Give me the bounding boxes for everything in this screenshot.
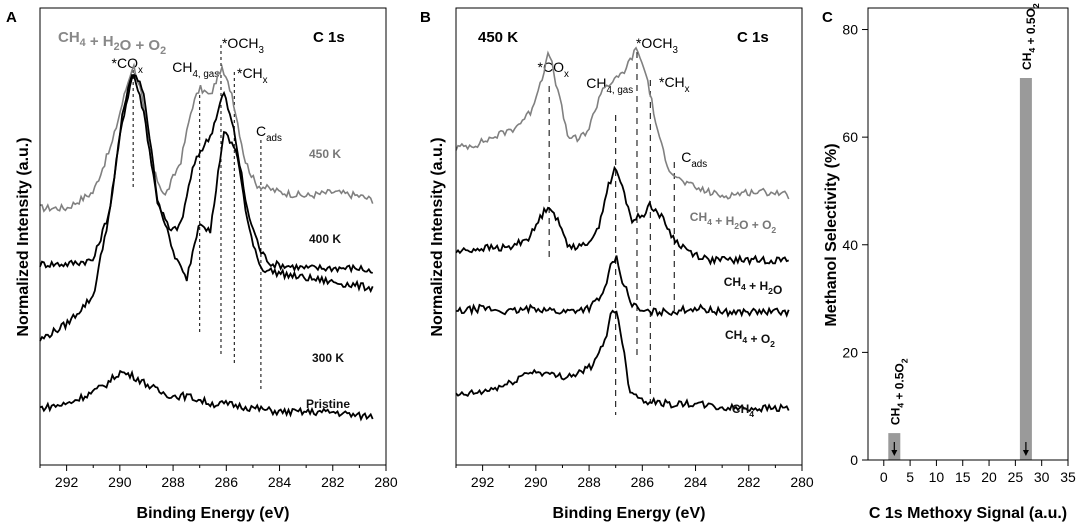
panel-b-title: C 1s (737, 29, 769, 46)
trace-2 (39, 72, 373, 274)
panel-a: A C 1s CH4 + H2O + O2 *COx CH4, gas*OCH3*… (6, 7, 398, 522)
panel-c-ticks: 0 5 10 15 20 25 30 35 0 20 40 60 80 (842, 22, 1076, 485)
trace-4 (39, 369, 374, 422)
x-tick-label: 292 (55, 474, 79, 490)
x-tick-label: 5 (906, 469, 914, 485)
bar-arrow-head (1022, 450, 1029, 456)
panel-b-xlabel: Binding Energy (eV) (553, 505, 706, 522)
x-tick-label: 284 (684, 474, 708, 490)
x-tick-label: 288 (577, 474, 601, 490)
x-tick-label: 282 (737, 474, 761, 490)
panel-c-ylabel: Methanol Selectivity (%) (823, 143, 840, 326)
panel-a-ylabel: Normalized Intensity (a.u.) (15, 137, 32, 336)
bar-label: CH4 + 0.5O2 (888, 358, 909, 425)
trace-label: Pristine (306, 397, 350, 411)
panel-b-ylabel: Normalized Intensity (a.u.) (429, 137, 446, 336)
y-tick-label: 20 (842, 344, 858, 360)
annotation-label: *OCH3 (636, 35, 679, 56)
panel-b-frame (455, 7, 803, 466)
panel-b-traces: CH4 + H2O + O2 CH4 + H2O CH4 + O2 CH4 (455, 46, 790, 419)
panel-a-letter: A (6, 9, 17, 26)
x-tick-label: 286 (215, 474, 239, 490)
x-tick-label: 286 (631, 474, 655, 490)
x-tick-label: 25 (1008, 469, 1024, 485)
trace-label: CH4 + H2O + O2 (690, 210, 777, 235)
y-tick-label: 60 (842, 129, 858, 145)
trace-label: 450 K (309, 147, 341, 161)
annotation-label: *OCH3 (222, 35, 265, 56)
x-tick-label: 20 (981, 469, 997, 485)
trace-label: 300 K (312, 351, 344, 365)
x-tick-label: 292 (471, 474, 495, 490)
annotation-label: *COx (112, 55, 143, 76)
trace-3 (39, 74, 374, 342)
annotation-label: *CHx (659, 74, 690, 95)
trace-label: CH4 (732, 402, 754, 419)
x-tick-label: 15 (955, 469, 971, 485)
panel-a-title: C 1s (313, 29, 345, 46)
panel-c-xlabel: C 1s Methoxy Signal (a.u.) (869, 505, 1067, 522)
panel-c-bars: CH4 + 0.5O2 CH4 + 0.5O2 + 4H2O (888, 0, 1046, 460)
x-tick-label: 35 (1060, 469, 1076, 485)
y-tick-label: 0 (850, 452, 858, 468)
panel-b-letter: B (420, 9, 431, 26)
annotation-label: CH4, gas (586, 75, 633, 96)
x-tick-label: 290 (108, 474, 132, 490)
x-tick-label: 280 (374, 474, 398, 490)
x-tick-label: 0 (880, 469, 888, 485)
panel-a-annotations: *COx CH4, gas*OCH3 *CHx Cads (112, 35, 282, 390)
trace-3 (456, 255, 790, 318)
trace-label: CH4 + H2O (724, 275, 783, 297)
x-tick-label: 290 (524, 474, 548, 490)
x-tick-label: 288 (161, 474, 185, 490)
trace-1 (455, 46, 790, 200)
y-tick-label: 80 (842, 22, 858, 38)
trace-4 (455, 309, 790, 413)
annotation-label: CH4, gas (172, 59, 219, 80)
bar-arrow-head (891, 450, 898, 456)
annotation-label: *CHx (237, 65, 268, 86)
trace-label: CH4 + O2 (725, 328, 775, 349)
bar-label: CH4 + 0.5O2 + 4H2O (1020, 0, 1046, 70)
panel-a-frame (39, 7, 387, 466)
x-tick-label: 10 (929, 469, 945, 485)
x-tick-label: 280 (790, 474, 814, 490)
annotation-label: Cads (681, 149, 707, 170)
trace-2 (455, 165, 789, 266)
panel-a-condition: CH4 + H2O + O2 (58, 29, 166, 57)
panel-c-letter: C (822, 9, 833, 26)
panel-b-x-ticks: 292 290 288 286 284 282 280 (455, 465, 814, 490)
panel-c: C CH4 + 0.5O2 CH4 + 0.5O2 + 4H2O 0 5 10 15 20… (822, 0, 1076, 522)
trace-1 (39, 62, 374, 213)
panel-a-xlabel: Binding Energy (eV) (137, 505, 290, 522)
annotation-label: Cads (256, 123, 282, 144)
bar (1019, 78, 1032, 460)
panel-a-x-ticks: 292 290 288 286 284 282 280 (39, 465, 398, 490)
panel-b-temperature: 450 K (478, 29, 518, 46)
x-tick-label: 284 (268, 474, 292, 490)
panel-a-traces: 450 K 400 K 300 K Pristine (39, 62, 374, 422)
x-tick-label: 30 (1034, 469, 1050, 485)
panel-c-frame (867, 7, 1069, 461)
y-tick-label: 40 (842, 237, 858, 253)
trace-label: 400 K (309, 232, 341, 246)
x-tick-label: 282 (321, 474, 345, 490)
